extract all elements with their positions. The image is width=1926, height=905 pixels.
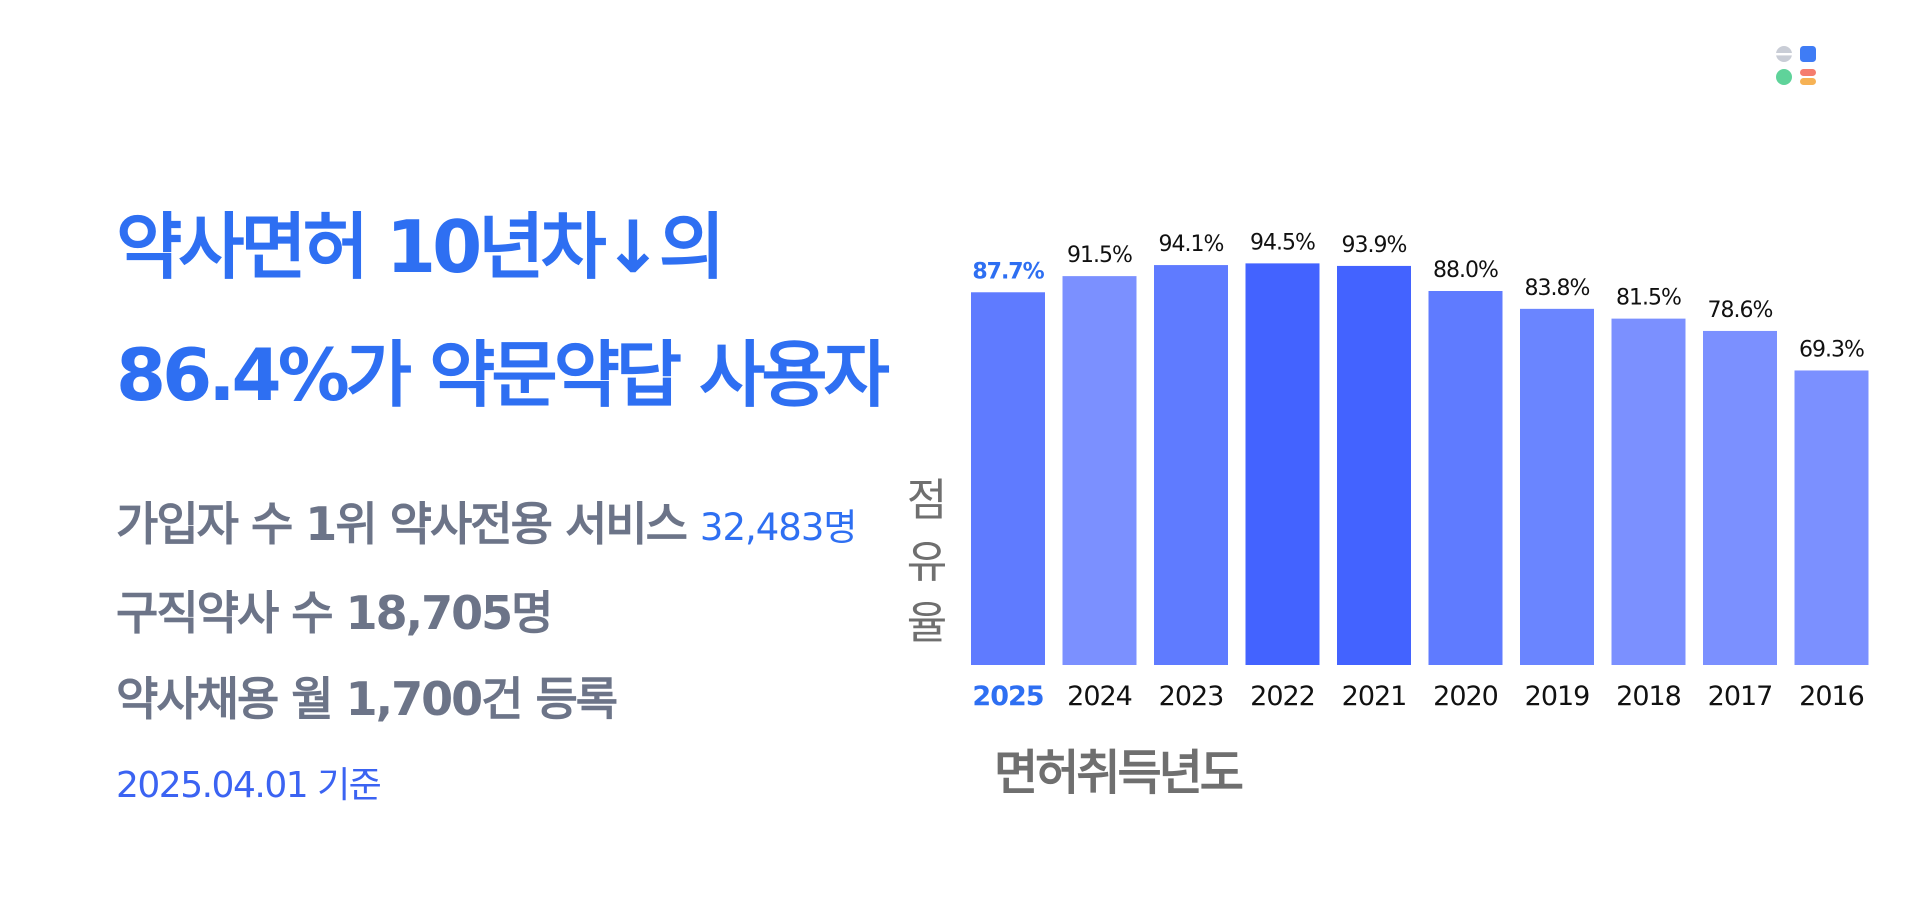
app-logo-icon (1776, 46, 1816, 85)
bar-2024 (1062, 276, 1137, 665)
value-label-2023: 94.1% (1159, 232, 1224, 257)
bar-2016 (1794, 370, 1869, 665)
stat-members-text: 가입자 수 1위 약사전용 서비스 (116, 497, 700, 551)
y-axis-label-char-3: 율 (906, 598, 948, 650)
value-label-2018: 81.5% (1616, 286, 1681, 311)
bar-2022 (1245, 263, 1320, 665)
bar-2019 (1520, 308, 1594, 665)
value-label-2024: 91.5% (1067, 243, 1132, 268)
value-label-2021: 93.9% (1342, 233, 1407, 258)
x-tick-label-2016: 2016 (1799, 681, 1864, 712)
x-tick-label-2020: 2020 (1433, 681, 1498, 712)
y-axis-label-char-1: 점 (906, 475, 948, 526)
bar-2020 (1428, 291, 1503, 665)
x-tick-label-2023: 2023 (1159, 681, 1224, 712)
x-tick-label-2017: 2017 (1708, 681, 1773, 712)
x-tick-label-2024: 2024 (1067, 681, 1132, 712)
value-label-2016: 69.3% (1799, 337, 1864, 362)
stat-members: 가입자 수 1위 약사전용 서비스 32,483명 (116, 488, 858, 554)
value-label-2017: 78.6% (1708, 298, 1773, 323)
headline-line-2: 86.4%가 약문약답 사용자 (116, 333, 890, 417)
headline-line-1: 약사면허 10년차↓의 (116, 205, 725, 289)
x-tick-label-2022: 2022 (1250, 681, 1315, 712)
stat-members-count: 32,483명 (699, 506, 858, 549)
y-axis-label-char-2: 유 (906, 536, 948, 588)
stat-job-postings: 약사채용 월 1,700건 등록 (116, 672, 618, 726)
bar-2018 (1611, 318, 1686, 665)
chart-y-axis-label: 점 유 율 (902, 470, 952, 655)
bar-2023 (1154, 265, 1228, 665)
x-tick-label-2019: 2019 (1525, 681, 1590, 712)
reference-date: 2025.04.01 기준 (116, 765, 382, 806)
bar-2025 (971, 292, 1045, 665)
bar-2017 (1703, 330, 1777, 665)
stat-job-seekers: 구직약사 수 18,705명 (116, 586, 553, 640)
x-tick-label-2025: 2025 (972, 681, 1043, 712)
chart-x-axis-label: 면허취득년도 (994, 745, 1244, 801)
value-label-2022: 94.5% (1250, 230, 1315, 255)
value-label-2019: 83.8% (1525, 276, 1590, 301)
value-label-2025: 87.7% (972, 259, 1044, 284)
value-label-2020: 88.0% (1433, 258, 1498, 283)
bar-2021 (1337, 265, 1411, 665)
x-tick-label-2018: 2018 (1616, 681, 1681, 712)
x-tick-label-2021: 2021 (1342, 681, 1407, 712)
